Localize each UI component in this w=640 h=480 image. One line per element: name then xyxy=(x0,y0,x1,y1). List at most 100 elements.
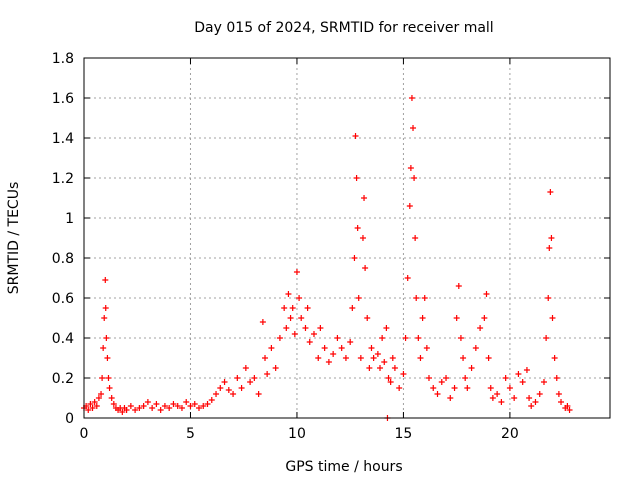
data-point xyxy=(472,345,479,351)
data-point xyxy=(302,325,309,331)
data-point xyxy=(457,335,464,341)
data-point xyxy=(528,403,535,409)
data-point xyxy=(413,295,420,301)
data-point xyxy=(98,391,105,397)
data-point xyxy=(127,403,134,409)
y-tick-label: 0 xyxy=(65,411,74,427)
data-point xyxy=(108,395,115,401)
data-point xyxy=(264,371,271,377)
data-point xyxy=(511,395,518,401)
data-point xyxy=(136,405,143,411)
data-point xyxy=(415,335,422,341)
y-tick-label: 1.6 xyxy=(52,91,74,107)
data-point xyxy=(178,405,185,411)
data-point xyxy=(402,335,409,341)
data-point xyxy=(304,305,311,311)
data-point xyxy=(498,399,505,405)
data-point xyxy=(532,399,539,405)
data-point xyxy=(481,315,488,321)
data-point xyxy=(406,203,413,209)
data-point xyxy=(195,405,202,411)
data-points xyxy=(81,95,573,421)
data-point xyxy=(170,401,177,407)
data-point xyxy=(87,401,94,407)
y-tick-label: 0.4 xyxy=(52,331,74,347)
data-point xyxy=(166,405,173,411)
y-axis-label: SRMTID / TECUs xyxy=(6,182,22,295)
data-point xyxy=(351,255,358,261)
data-point xyxy=(379,335,386,341)
data-point xyxy=(564,403,571,409)
y-tick-label: 1 xyxy=(65,211,74,227)
data-point xyxy=(548,235,555,241)
data-point xyxy=(334,335,341,341)
data-point xyxy=(370,355,377,361)
data-point xyxy=(330,351,337,357)
data-point xyxy=(566,407,573,413)
data-point xyxy=(242,365,249,371)
data-point xyxy=(315,355,322,361)
data-point xyxy=(272,365,279,371)
data-point xyxy=(262,355,269,361)
data-point xyxy=(217,385,224,391)
data-point xyxy=(545,295,552,301)
data-point xyxy=(494,391,501,397)
data-point xyxy=(298,315,305,321)
data-point xyxy=(104,355,111,361)
data-point xyxy=(342,355,349,361)
data-point xyxy=(411,175,418,181)
data-point xyxy=(389,355,396,361)
grid-lines xyxy=(84,58,610,418)
data-point xyxy=(105,375,112,381)
data-point xyxy=(455,283,462,289)
data-point xyxy=(381,359,388,365)
data-point xyxy=(238,385,245,391)
data-point xyxy=(506,385,513,391)
data-point xyxy=(221,379,228,385)
data-point xyxy=(89,405,96,411)
data-point xyxy=(100,345,107,351)
x-tick-label: 5 xyxy=(186,426,195,442)
data-point xyxy=(404,275,411,281)
data-point xyxy=(85,407,92,413)
x-tick-label: 10 xyxy=(288,426,306,442)
data-point xyxy=(434,391,441,397)
data-point xyxy=(259,319,266,325)
data-point xyxy=(306,339,313,345)
plot-frame xyxy=(83,57,611,419)
data-point xyxy=(477,325,484,331)
y-tick-label: 1.2 xyxy=(52,171,74,187)
data-point xyxy=(95,395,102,401)
data-point xyxy=(289,305,296,311)
data-point xyxy=(361,195,368,201)
data-point xyxy=(132,407,139,413)
data-point xyxy=(385,375,392,381)
data-point xyxy=(551,355,558,361)
data-point xyxy=(283,325,290,331)
x-tick-label: 0 xyxy=(80,426,89,442)
x-tick-label: 15 xyxy=(395,426,413,442)
data-point xyxy=(153,401,160,407)
data-point xyxy=(362,265,369,271)
data-point xyxy=(526,395,533,401)
data-point xyxy=(487,385,494,391)
data-point xyxy=(543,335,550,341)
data-point xyxy=(101,315,108,321)
data-point xyxy=(383,325,390,331)
data-point xyxy=(468,365,475,371)
data-point xyxy=(391,365,398,371)
data-point xyxy=(412,235,419,241)
data-point xyxy=(368,345,375,351)
data-point xyxy=(285,291,292,297)
data-point xyxy=(99,375,106,381)
data-point xyxy=(489,395,496,401)
data-point xyxy=(161,403,168,409)
data-point xyxy=(396,385,403,391)
data-point xyxy=(338,345,345,351)
data-point xyxy=(123,407,130,413)
data-point xyxy=(347,339,354,345)
chart-title: Day 015 of 2024, SRMTID for receiver mal… xyxy=(194,20,493,36)
data-point xyxy=(355,295,362,301)
data-point xyxy=(555,391,562,397)
